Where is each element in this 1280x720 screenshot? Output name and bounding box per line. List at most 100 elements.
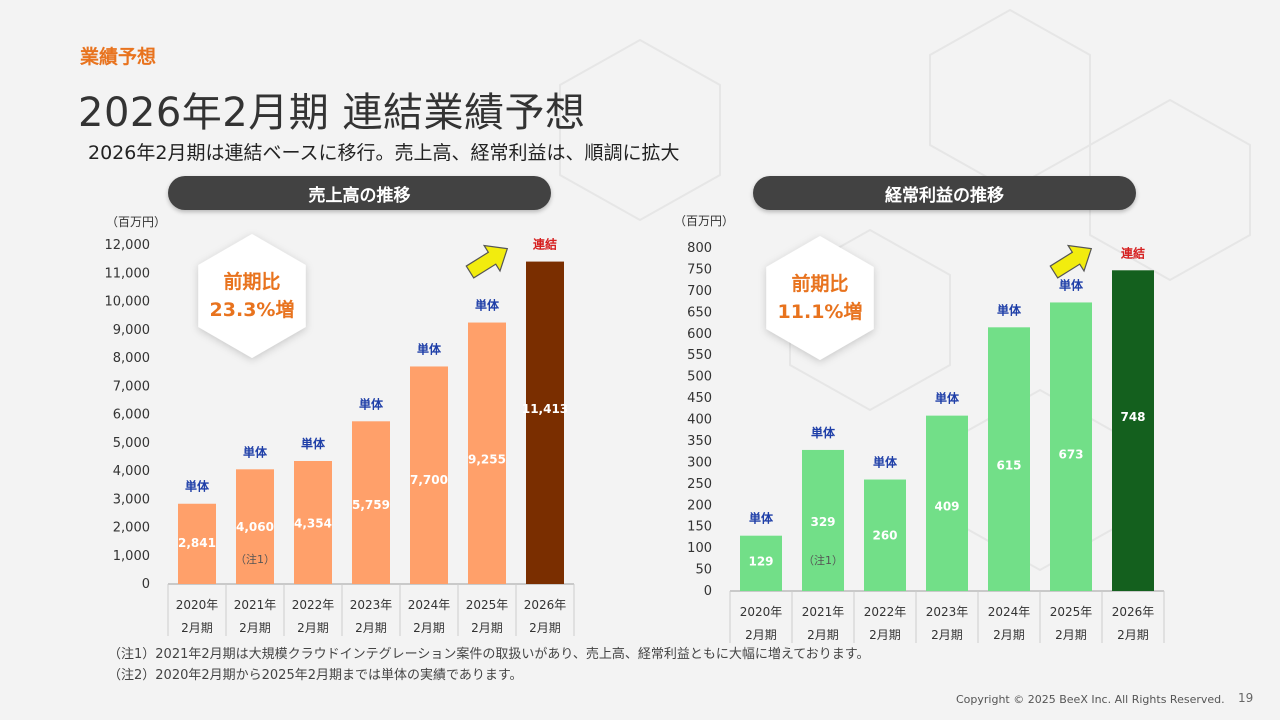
x-category-label: 2月期 bbox=[1055, 628, 1087, 642]
profit-chart-title: 経常利益の推移 bbox=[753, 176, 1136, 210]
bar-value-label: 129 bbox=[748, 555, 773, 569]
growth-badge-line1: 前期比 bbox=[791, 272, 848, 295]
bar bbox=[1050, 302, 1092, 591]
x-category-label: 2024年 bbox=[988, 605, 1031, 619]
x-category-label: 2月期 bbox=[471, 621, 503, 635]
bar-tag-label: 単体 bbox=[1059, 277, 1084, 292]
y-tick-label: 5,000 bbox=[113, 436, 150, 451]
y-tick-label: 650 bbox=[687, 305, 712, 320]
y-tick-label: 250 bbox=[687, 477, 712, 492]
y-tick-label: 10,000 bbox=[105, 295, 151, 310]
bar-value-label: 409 bbox=[934, 499, 959, 513]
y-tick-label: 400 bbox=[687, 413, 712, 428]
revenue-chart-title: 売上高の推移 bbox=[168, 176, 551, 210]
x-category-label: 2月期 bbox=[413, 621, 445, 635]
bar bbox=[294, 460, 332, 584]
bar bbox=[926, 415, 968, 591]
x-category-label: 2020年 bbox=[740, 605, 783, 619]
x-category-label: 2023年 bbox=[350, 598, 393, 612]
growth-arrow-icon bbox=[465, 244, 509, 279]
growth-badge-line2: 23.3%増 bbox=[210, 298, 295, 321]
bar-note-mark: （注1） bbox=[803, 553, 843, 567]
x-category-label: 2025年 bbox=[1050, 605, 1093, 619]
y-tick-label: 100 bbox=[687, 541, 712, 556]
bar-tag-label: 単体 bbox=[359, 396, 384, 411]
x-category-label: 2月期 bbox=[745, 628, 777, 642]
bar-tag-label: 連結 bbox=[1121, 245, 1145, 260]
bar-value-label: 615 bbox=[996, 459, 1021, 473]
bar-note-mark: （注1） bbox=[235, 552, 275, 566]
page-number: 19 bbox=[1238, 691, 1254, 705]
bar-value-label: 5,759 bbox=[352, 498, 390, 512]
bar-tag-label: 単体 bbox=[417, 341, 442, 356]
x-category-label: 2022年 bbox=[292, 598, 335, 612]
x-category-label: 2024年 bbox=[408, 598, 451, 612]
y-tick-label: 800 bbox=[687, 241, 712, 256]
x-category-label: 2月期 bbox=[993, 628, 1025, 642]
x-category-label: 2月期 bbox=[869, 628, 901, 642]
y-tick-label: 700 bbox=[687, 284, 712, 299]
y-tick-label: 550 bbox=[687, 348, 712, 363]
bar-value-label: 4,060 bbox=[236, 520, 274, 534]
bar bbox=[526, 261, 564, 584]
bar bbox=[236, 469, 274, 584]
x-category-label: 2月期 bbox=[239, 621, 271, 635]
x-category-label: 2月期 bbox=[355, 621, 387, 635]
y-tick-label: 6,000 bbox=[113, 408, 150, 423]
y-tick-label: 1,000 bbox=[113, 549, 150, 564]
x-category-label: 2025年 bbox=[466, 598, 509, 612]
growth-rate-badge: 前期比 11.1%増 bbox=[766, 236, 874, 360]
growth-rate-badge: 前期比 23.3%増 bbox=[198, 234, 306, 358]
y-tick-label: 3,000 bbox=[113, 492, 150, 507]
y-tick-label: 2,000 bbox=[113, 521, 150, 536]
y-tick-label: 450 bbox=[687, 391, 712, 406]
x-category-label: 2月期 bbox=[807, 628, 839, 642]
bar-tag-label: 単体 bbox=[935, 391, 960, 406]
bar bbox=[802, 449, 844, 591]
page-subtitle: 2026年2月期は連結ベースに移行。売上高、経常利益は、順調に拡大 bbox=[88, 142, 680, 164]
bar bbox=[468, 322, 506, 584]
x-category-label: 2月期 bbox=[1117, 628, 1149, 642]
x-category-label: 2月期 bbox=[931, 628, 963, 642]
bar-value-label: 9,255 bbox=[468, 453, 506, 467]
y-tick-label: 9,000 bbox=[113, 323, 150, 338]
y-tick-label: 8,000 bbox=[113, 351, 150, 366]
x-category-label: 2023年 bbox=[926, 605, 969, 619]
y-tick-label: 0 bbox=[704, 584, 712, 599]
bar bbox=[988, 327, 1030, 591]
footnotes: （注1）2021年2月期は大規模クラウドインテグレーション案件の取扱いがあり、売… bbox=[108, 644, 870, 686]
bar-tag-label: 単体 bbox=[185, 479, 210, 494]
y-tick-label: 500 bbox=[687, 370, 712, 385]
x-category-label: 2月期 bbox=[297, 621, 329, 635]
y-tick-label: 600 bbox=[687, 327, 712, 342]
footnote-1: （注1）2021年2月期は大規模クラウドインテグレーション案件の取扱いがあり、売… bbox=[108, 647, 870, 662]
footnote-2: （注2）2020年2月期から2025年2月期までは単体の実績であります。 bbox=[108, 668, 523, 683]
x-category-label: 2022年 bbox=[864, 605, 907, 619]
bar bbox=[410, 366, 448, 584]
x-category-label: 2021年 bbox=[802, 605, 845, 619]
x-category-label: 2026年 bbox=[1112, 605, 1155, 619]
bar-tag-label: 単体 bbox=[997, 302, 1022, 317]
growth-arrow-icon bbox=[1049, 244, 1093, 279]
x-category-label: 2021年 bbox=[234, 598, 277, 612]
bar-value-label: 4,354 bbox=[294, 516, 332, 530]
bar-value-label: 7,700 bbox=[410, 473, 448, 487]
growth-badge-line2: 11.1%増 bbox=[778, 300, 863, 323]
bar-tag-label: 単体 bbox=[811, 425, 836, 440]
bar-tag-label: 単体 bbox=[243, 444, 268, 459]
bar-tag-label: 単体 bbox=[301, 436, 326, 451]
bar-value-label: 673 bbox=[1058, 447, 1083, 461]
bar bbox=[864, 479, 906, 591]
x-category-label: 2月期 bbox=[181, 621, 213, 635]
bar-value-label: 2,841 bbox=[178, 536, 216, 550]
revenue-chart: （百万円） 0 1,000 2,000 3,000 4,000 5,000 6,000 7,00… bbox=[105, 215, 575, 636]
section-label: 業績予想 bbox=[80, 46, 157, 68]
bar-tag-label: 単体 bbox=[475, 298, 500, 313]
y-tick-label: 350 bbox=[687, 434, 712, 449]
bar bbox=[1112, 270, 1154, 591]
y-axis-unit-label: （百万円） bbox=[106, 215, 166, 229]
bar-value-label: 11,413 bbox=[522, 402, 568, 416]
y-tick-label: 50 bbox=[695, 563, 712, 578]
x-category-label: 2月期 bbox=[529, 621, 561, 635]
